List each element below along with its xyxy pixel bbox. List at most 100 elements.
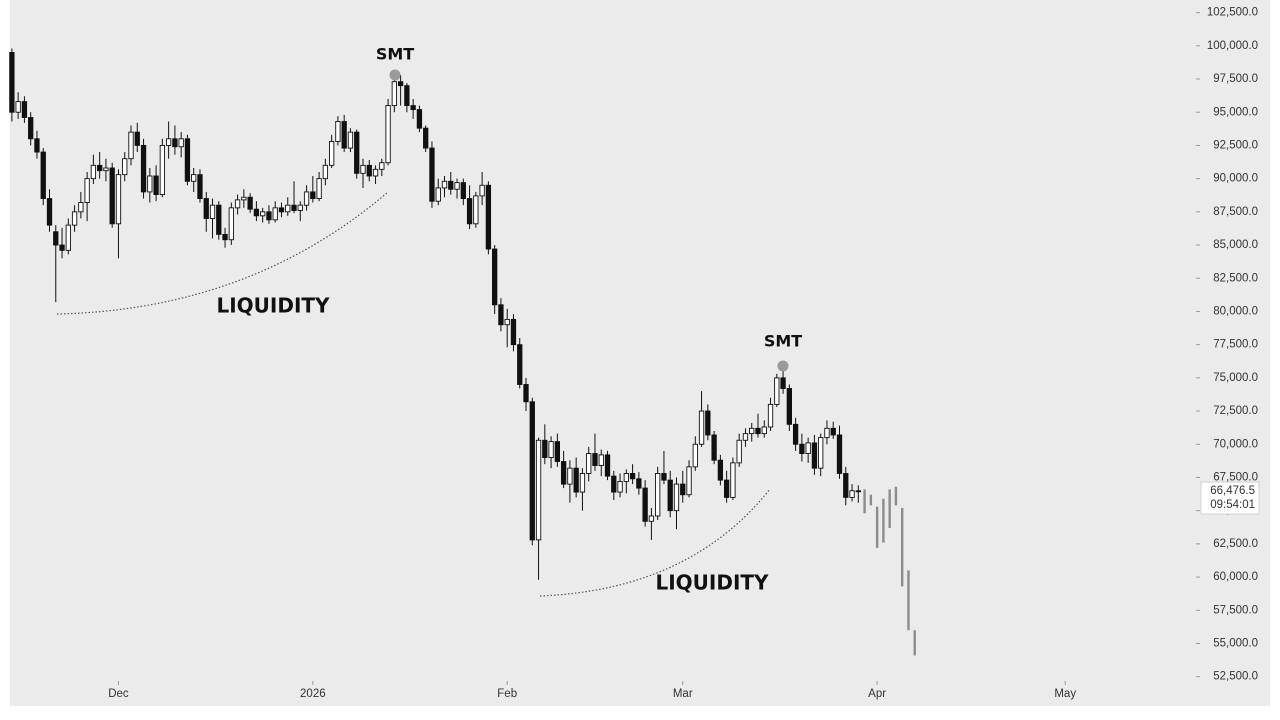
- candle-body: [836, 434, 843, 474]
- candle-body: [247, 196, 253, 210]
- candle-body: [97, 164, 103, 172]
- candle-body: [774, 377, 780, 405]
- candle-body: [134, 131, 140, 146]
- candle-body: [667, 479, 673, 512]
- candle-body: [28, 117, 34, 140]
- candle-body: [71, 211, 78, 226]
- candle-body: [191, 174, 197, 182]
- candle-body: [460, 182, 466, 200]
- candle-body: [805, 442, 811, 455]
- candle-body: [40, 151, 46, 200]
- candle-body: [234, 199, 241, 209]
- candle-body: [573, 467, 579, 493]
- y-tick-label: 90,000.0: [1213, 173, 1258, 185]
- candle-body: [498, 304, 504, 326]
- candle-body: [178, 138, 184, 148]
- candle-body: [673, 483, 680, 512]
- candle-body: [466, 198, 473, 225]
- liquidity-label: LIQUIDITY: [655, 571, 769, 595]
- candle-body: [184, 138, 191, 182]
- projection-bar: [882, 498, 885, 543]
- candle-body: [165, 138, 172, 146]
- candle-body: [698, 410, 705, 445]
- y-tick-label: 87,500.0: [1213, 206, 1258, 218]
- y-tick-label: 75,000.0: [1213, 372, 1258, 384]
- candle-body: [15, 101, 21, 113]
- candle-body: [197, 174, 203, 200]
- candle-body: [291, 204, 297, 211]
- smt-label: SMT: [376, 45, 414, 64]
- candle-body: [504, 318, 510, 326]
- candle-body: [297, 204, 303, 211]
- candle-body: [617, 480, 623, 493]
- candle-body: [755, 427, 761, 435]
- candle-body: [824, 427, 830, 439]
- candle-body: [316, 178, 322, 200]
- candle-body: [366, 164, 372, 177]
- candle-body: [147, 175, 153, 193]
- candle-body: [140, 144, 147, 193]
- candle-body: [786, 388, 792, 425]
- candle-body: [479, 184, 485, 197]
- x-tick-label: May: [1054, 688, 1076, 700]
- candle-body: [780, 377, 786, 389]
- candle-body: [441, 180, 448, 189]
- candle-body: [818, 437, 824, 469]
- candle-body: [717, 459, 724, 481]
- candle-body: [278, 207, 285, 213]
- projection-bar: [875, 506, 879, 548]
- candle-body: [354, 131, 360, 174]
- candle-body: [680, 483, 686, 496]
- candle-body: [341, 121, 347, 149]
- x-tick-label: Apr: [868, 688, 886, 700]
- candle-body: [241, 196, 247, 201]
- candle-body: [379, 162, 385, 170]
- y-tick-label: 80,000.0: [1213, 305, 1258, 317]
- candle-body: [103, 167, 109, 172]
- candle-body: [843, 473, 849, 498]
- candle-body: [285, 204, 291, 213]
- candle-body: [216, 204, 222, 235]
- candle-body: [542, 439, 548, 458]
- projection-bar: [913, 630, 916, 656]
- x-tick-label: 2026: [300, 688, 326, 700]
- candle-body: [535, 439, 542, 541]
- candle-body: [592, 453, 598, 466]
- candle-body: [642, 487, 648, 522]
- candle-body: [661, 473, 667, 481]
- candle-body: [416, 109, 423, 129]
- candle-body: [855, 490, 861, 493]
- candle-body: [122, 158, 128, 176]
- candle-body: [435, 187, 441, 202]
- candle-body: [510, 318, 517, 346]
- candle-body: [228, 207, 234, 241]
- projection-bar: [900, 508, 904, 587]
- candle-body: [723, 479, 730, 498]
- candle-body: [59, 244, 65, 251]
- candle-body: [404, 85, 410, 107]
- y-tick-label: 85,000.0: [1213, 239, 1258, 251]
- candle-body: [65, 224, 71, 251]
- candle-body: [203, 198, 209, 219]
- candle-body: [548, 441, 554, 458]
- candle-body: [90, 164, 97, 180]
- candle-body: [623, 473, 629, 482]
- liquidity-curve: [539, 488, 771, 597]
- candle-body: [84, 178, 90, 203]
- candle-body: [579, 473, 586, 493]
- candle-body: [560, 461, 567, 485]
- candle-body: [372, 168, 379, 177]
- y-tick-label: 77,500.0: [1213, 339, 1258, 351]
- candle-body: [21, 101, 28, 118]
- candle-body: [586, 453, 592, 474]
- candle-body: [222, 233, 228, 241]
- candle-body: [159, 144, 166, 196]
- candle-body: [799, 443, 805, 455]
- candle-body: [767, 403, 774, 428]
- price-tag-label: 66,476.5: [1210, 485, 1255, 497]
- candle-body: [492, 248, 498, 306]
- candle-body: [391, 81, 397, 107]
- candle-body: [749, 427, 755, 435]
- y-tick-label: 82,500.0: [1213, 272, 1258, 284]
